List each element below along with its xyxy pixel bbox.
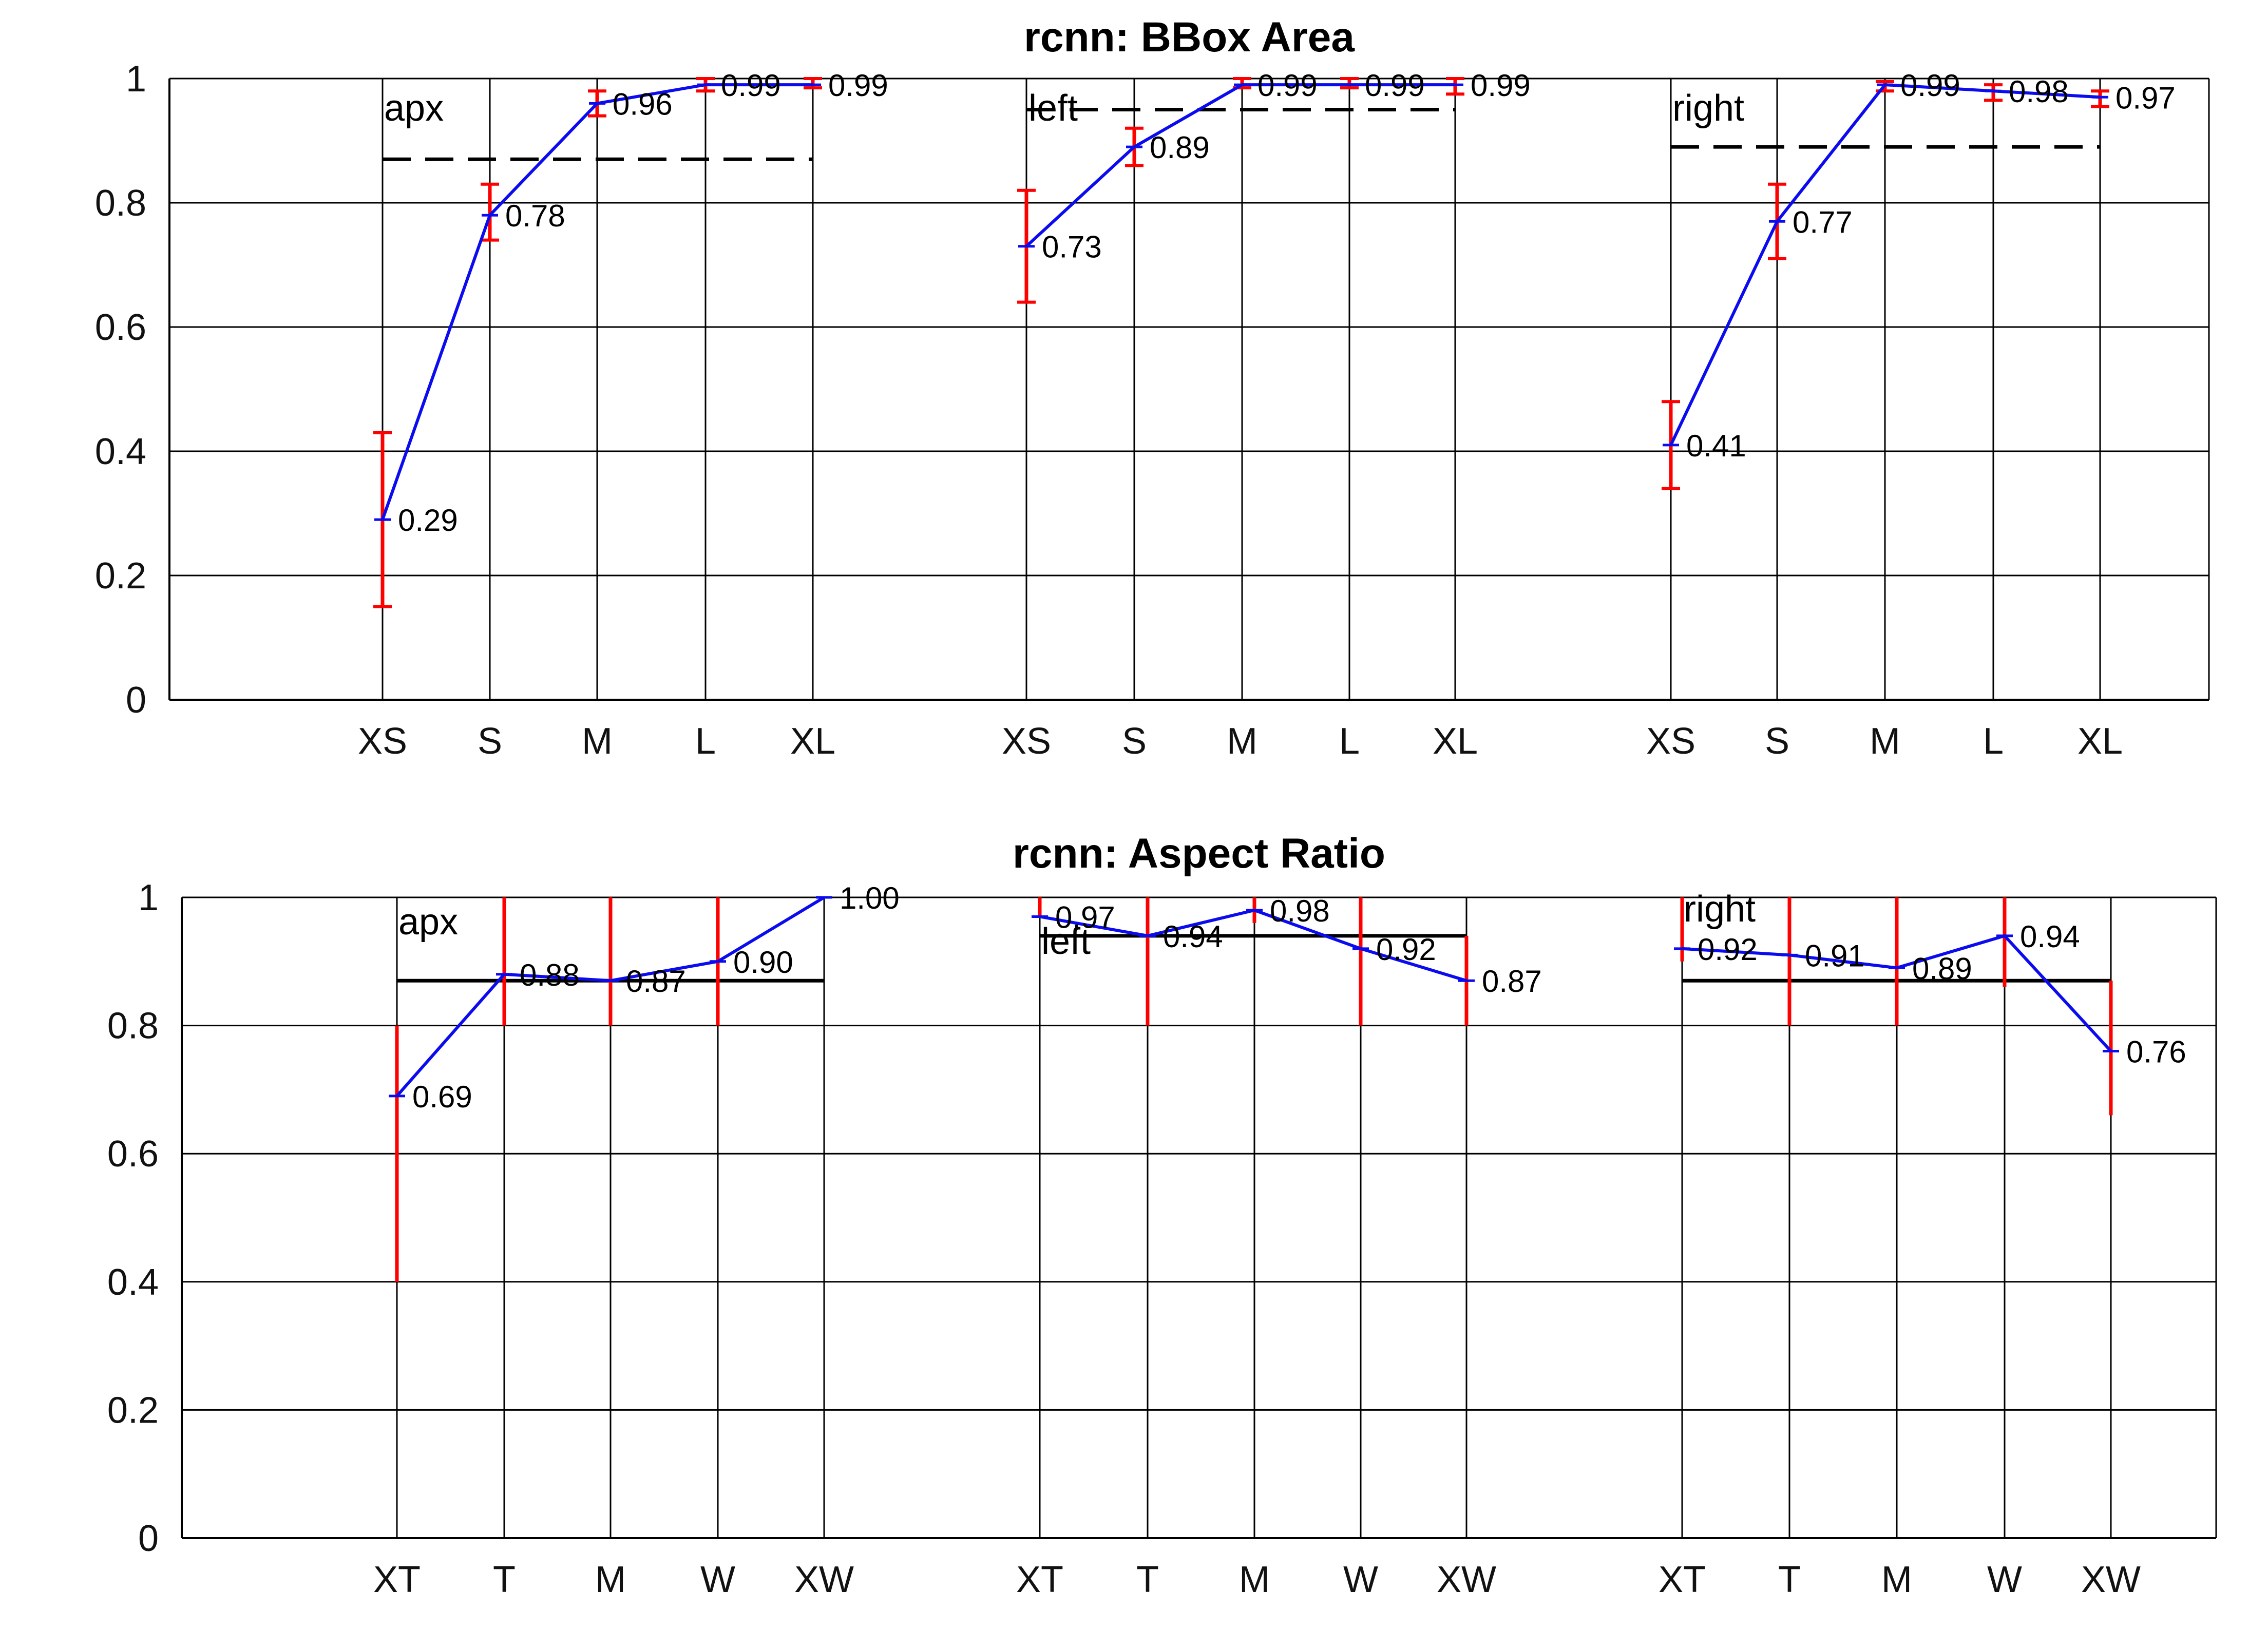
data-label: 1.00 bbox=[840, 881, 900, 915]
y-tick-label: 0.8 bbox=[107, 1006, 159, 1047]
data-label: 0.89 bbox=[1150, 130, 1210, 165]
y-tick-label: 0.8 bbox=[95, 183, 146, 224]
group-label: right bbox=[1684, 889, 1756, 930]
y-tick-label: 0.6 bbox=[107, 1134, 159, 1175]
y-tick-label: 0.4 bbox=[95, 431, 146, 472]
x-tick-label: XT bbox=[373, 1559, 421, 1600]
data-label: 0.94 bbox=[1163, 919, 1223, 954]
data-label: 0.99 bbox=[828, 68, 888, 103]
x-tick-label: XS bbox=[358, 721, 407, 762]
y-tick-label: 0 bbox=[126, 680, 146, 721]
data-label: 0.41 bbox=[1686, 429, 1746, 463]
x-tick-label: M bbox=[1227, 721, 1257, 762]
series-group-left: left 0.73 0.89 0.99 0.99 0.99 bbox=[1017, 68, 1531, 304]
data-label: 0.76 bbox=[2126, 1035, 2186, 1069]
x-tick-label: XT bbox=[1016, 1559, 1063, 1600]
x-tick-label: XL bbox=[790, 721, 835, 762]
data-label: 0.78 bbox=[505, 199, 565, 233]
series-group-apx: apx 0.69 0.88 0.87 0.90 1.00 bbox=[389, 881, 900, 1282]
data-label: 0.73 bbox=[1042, 230, 1102, 264]
data-label: 0.77 bbox=[1793, 205, 1853, 239]
y-tick-label: 0.6 bbox=[95, 307, 146, 348]
y-tick-label: 0 bbox=[138, 1518, 159, 1559]
x-tick-label: XS bbox=[1646, 721, 1695, 762]
y-tick-label: 0.4 bbox=[107, 1262, 159, 1303]
data-label: 0.87 bbox=[1482, 964, 1542, 999]
x-tick-label: L bbox=[1983, 721, 2004, 762]
x-tick-label: M bbox=[582, 721, 613, 762]
x-tick-label: M bbox=[595, 1559, 626, 1600]
x-tick-label: M bbox=[1881, 1559, 1912, 1600]
group-label: apx bbox=[398, 901, 458, 943]
data-label: 0.99 bbox=[721, 68, 781, 103]
group-label: apx bbox=[384, 88, 444, 129]
x-tick-label: XW bbox=[794, 1559, 854, 1600]
x-tick-label: T bbox=[1136, 1559, 1159, 1600]
x-tick-label: T bbox=[493, 1559, 516, 1600]
chart-title: rcnn: BBox Area bbox=[1024, 14, 1355, 61]
x-tick-label: XS bbox=[1002, 721, 1051, 762]
x-tick-label: W bbox=[700, 1559, 735, 1600]
x-tick-label: L bbox=[1339, 721, 1360, 762]
chart-title: rcnn: Aspect Ratio bbox=[1013, 830, 1385, 877]
x-tick-label: XW bbox=[1437, 1559, 1496, 1600]
data-label: 0.94 bbox=[2020, 919, 2080, 954]
data-label: 0.92 bbox=[1376, 932, 1436, 967]
x-tick-label: S bbox=[1765, 721, 1789, 762]
data-label: 0.92 bbox=[1698, 932, 1758, 967]
data-label: 0.87 bbox=[626, 964, 686, 999]
data-label: 0.91 bbox=[1805, 938, 1865, 973]
x-tick-label: M bbox=[1239, 1559, 1270, 1600]
series-group-right: right 0.41 0.77 0.99 0.98 0.97 bbox=[1662, 68, 2176, 490]
group-label: left bbox=[1041, 921, 1091, 962]
data-label: 0.99 bbox=[1900, 68, 1960, 103]
data-label: 0.98 bbox=[1270, 894, 1330, 928]
group-label: left bbox=[1028, 88, 1078, 129]
y-tick-label: 1 bbox=[138, 877, 159, 918]
x-tick-label: W bbox=[1987, 1559, 2022, 1600]
x-tick-label: M bbox=[1870, 721, 1900, 762]
data-label: 0.96 bbox=[613, 87, 673, 121]
chart-panel-1: rcnn: BBox Area 0 0.2 0.4 0.6 0.8 1 XS S M L XL XS S M… bbox=[95, 14, 2210, 762]
x-tick-label: L bbox=[695, 721, 716, 762]
x-tick-label: W bbox=[1343, 1559, 1378, 1600]
data-label: 0.88 bbox=[520, 958, 580, 992]
y-tick-label: 0.2 bbox=[95, 555, 146, 597]
x-tick-label: XT bbox=[1659, 1559, 1706, 1600]
data-label: 0.97 bbox=[2115, 81, 2176, 115]
data-label: 0.90 bbox=[733, 945, 793, 980]
series-group-apx: apx 0.29 0.78 0.96 0.99 0.99 bbox=[373, 68, 888, 608]
x-tick-label: XL bbox=[2078, 721, 2123, 762]
chart-panel-2: rcnn: Aspect Ratio 0 0.2 0.4 0.6 0.8 1 XT T M W XW X… bbox=[107, 830, 2217, 1600]
y-tick-label: 0.2 bbox=[107, 1390, 159, 1431]
x-tick-label: S bbox=[1122, 721, 1147, 762]
x-tick-label: S bbox=[478, 721, 502, 762]
data-label: 0.98 bbox=[2009, 74, 2069, 109]
data-label: 0.69 bbox=[412, 1080, 472, 1114]
x-tick-label: XW bbox=[2081, 1559, 2141, 1600]
x-tick-label: T bbox=[1778, 1559, 1801, 1600]
data-label: 0.99 bbox=[1365, 68, 1425, 103]
group-label: right bbox=[1672, 88, 1744, 129]
y-tick-label: 1 bbox=[126, 59, 146, 100]
data-label: 0.89 bbox=[1912, 951, 1972, 986]
x-tick-label: XL bbox=[1433, 721, 1478, 762]
data-label: 0.29 bbox=[398, 503, 458, 538]
data-label: 0.99 bbox=[1471, 68, 1531, 103]
data-label: 0.97 bbox=[1055, 900, 1115, 934]
data-label: 0.99 bbox=[1257, 68, 1318, 103]
